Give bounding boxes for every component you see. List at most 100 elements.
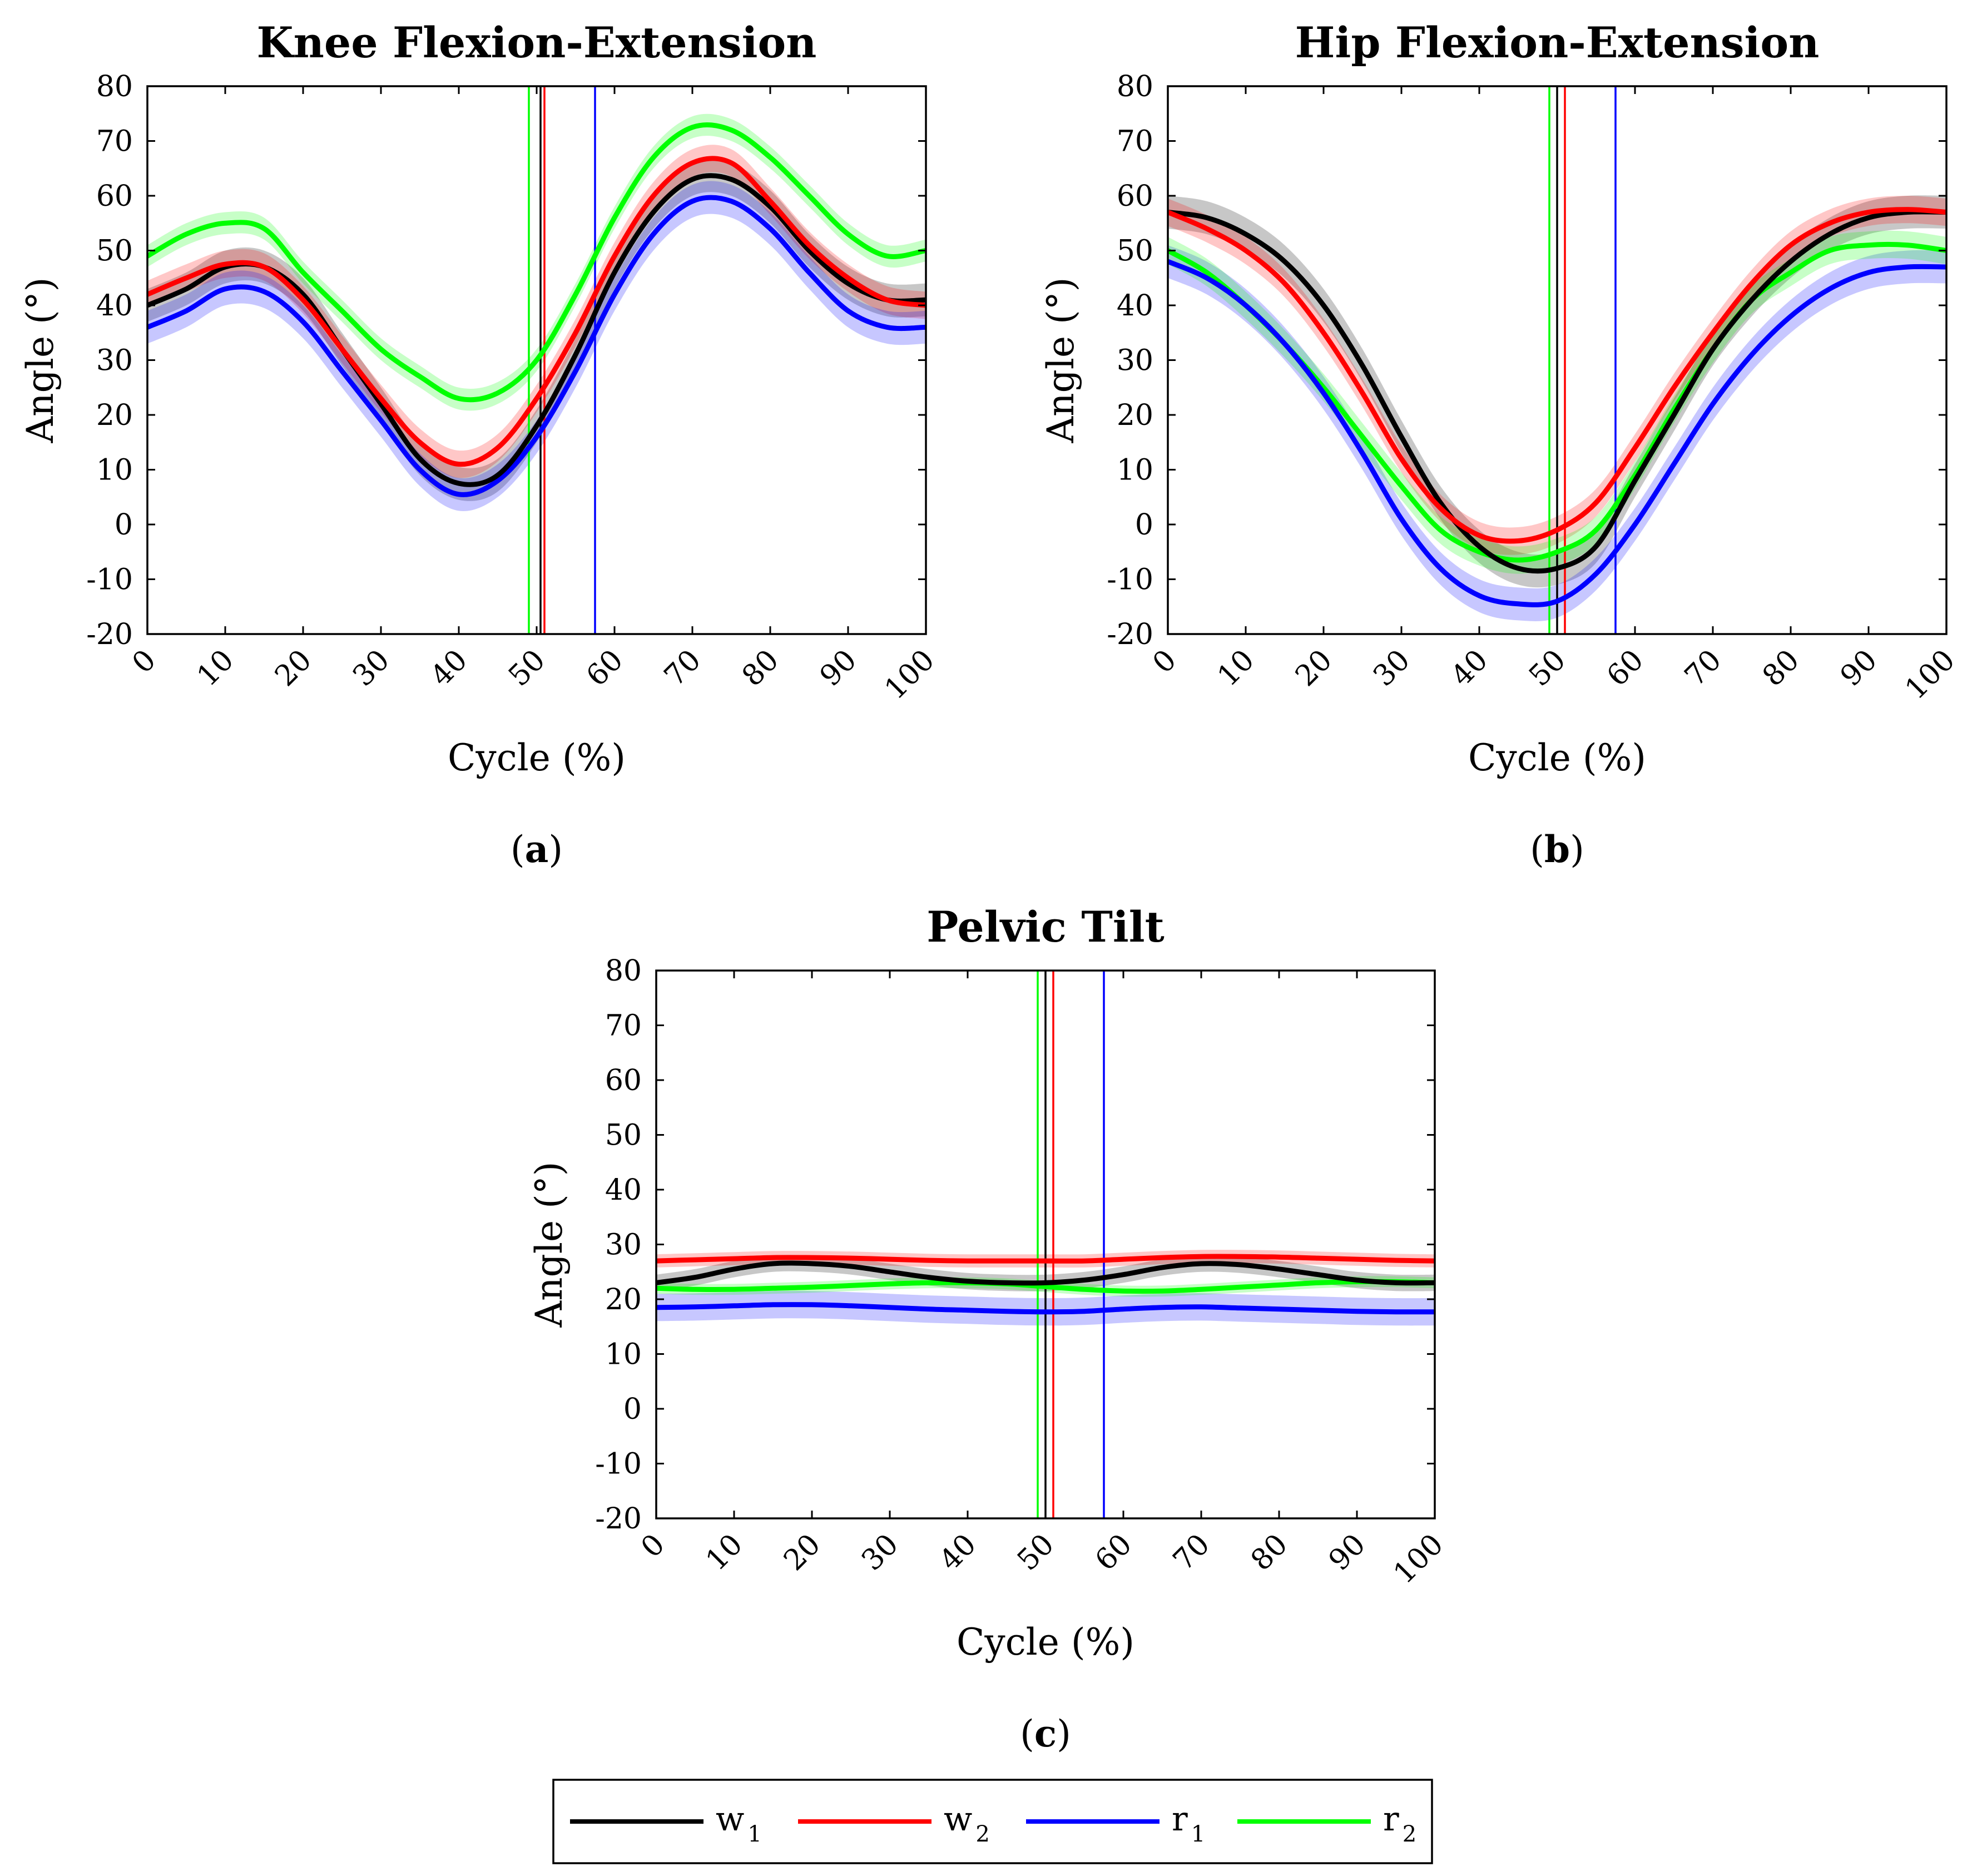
xtick-label: 30 — [855, 1528, 905, 1577]
panel-label-open: ( — [1020, 1712, 1034, 1755]
xtick-label: 40 — [424, 644, 474, 693]
ytick-label: -20 — [86, 618, 133, 651]
chart-title: Pelvic Tilt — [926, 902, 1165, 952]
ytick-label: 20 — [96, 399, 133, 432]
x-axis-label: Cycle (%) — [957, 1621, 1134, 1664]
ytick-label: -20 — [595, 1502, 642, 1536]
ytick-label: 0 — [1135, 508, 1153, 542]
panel-label-letter: a — [525, 828, 549, 871]
xtick-label: 10 — [191, 644, 240, 693]
ytick-label: 0 — [115, 508, 133, 542]
series-line-w1 — [147, 173, 926, 487]
xtick-label: 30 — [1367, 644, 1416, 693]
ytick-label: -10 — [595, 1448, 642, 1481]
ytick-label: 30 — [1117, 344, 1153, 378]
series-line-r2 — [656, 1279, 1435, 1294]
ytick-label: 60 — [96, 180, 133, 213]
ytick-label: 50 — [605, 1119, 642, 1152]
series-line-r1 — [1168, 259, 1946, 607]
xtick-label: 80 — [1756, 644, 1806, 693]
ytick-label: 60 — [1117, 180, 1153, 213]
ytick-label: 50 — [1117, 235, 1153, 268]
panel-b: Hip Flexion-Extension80706050403020100-1… — [1039, 18, 1961, 871]
ytick-label: 0 — [623, 1393, 642, 1426]
ytick-label: 20 — [1117, 399, 1153, 432]
panel-label-open: ( — [511, 828, 525, 871]
legend-label-sub: 2 — [1403, 1821, 1416, 1847]
panel-label-open: ( — [1530, 828, 1544, 871]
xtick-label: 30 — [346, 644, 396, 693]
xtick-label: 50 — [502, 644, 552, 693]
panel-label: (c) — [1020, 1712, 1071, 1755]
panel-label-letter: c — [1034, 1712, 1057, 1755]
xtick-label: 100 — [1388, 1528, 1450, 1591]
series-line-w1 — [656, 1260, 1435, 1286]
xtick-label: 60 — [1601, 644, 1650, 693]
x-axis-label: Cycle (%) — [448, 736, 626, 779]
series-line-r1 — [147, 195, 926, 497]
plot-area — [656, 971, 1435, 1518]
band-w2 — [147, 145, 926, 478]
xtick-label: 90 — [1834, 644, 1884, 693]
panel-label: (a) — [511, 828, 563, 871]
xtick-label: 50 — [1523, 644, 1572, 693]
xtick-label: 40 — [1445, 644, 1494, 693]
series-line-w1 — [1168, 209, 1946, 574]
ytick-label: 50 — [96, 235, 133, 268]
ytick-label: 70 — [605, 1009, 642, 1043]
ytick-label: 40 — [605, 1174, 642, 1207]
ytick-label: -10 — [1107, 563, 1153, 597]
panel-c: Pelvic Tilt 80 70 60 50 40 30 20 100 -10 -20 0 10 20 3… — [528, 902, 1450, 1755]
legend-label-sub: 1 — [747, 1821, 761, 1847]
ytick-label: 70 — [96, 125, 133, 159]
xtick-label: 40 — [933, 1528, 983, 1577]
ytick-label: 10 — [605, 1338, 642, 1372]
series-line-w2 — [147, 156, 926, 467]
panel-label-letter: b — [1544, 828, 1570, 871]
legend-label-base: w — [944, 1800, 972, 1839]
legend-label-sub: 1 — [1191, 1821, 1205, 1847]
panel-label-close: ) — [1570, 828, 1584, 871]
ytick-label: 30 — [96, 344, 133, 378]
plot-area — [1168, 86, 1946, 634]
xtick-label: 100 — [1899, 644, 1962, 706]
y-axis-label: Angle (°) — [1039, 277, 1082, 443]
band-r1 — [1168, 245, 1946, 621]
xtick-label: 60 — [580, 644, 630, 693]
ytick-label: 60 — [605, 1064, 642, 1097]
chart-title: Knee Flexion-Extension — [257, 18, 817, 67]
ytick-label: 10 — [96, 454, 133, 487]
band-w1 — [1168, 195, 1946, 588]
xtick-label: 80 — [1245, 1528, 1294, 1577]
series-line-w2 — [1168, 207, 1946, 544]
chart-title: Hip Flexion-Extension — [1295, 18, 1820, 67]
xtick-label: 10 — [700, 1528, 749, 1577]
ytick-label: 20 — [605, 1283, 642, 1316]
ytick-label: 40 — [96, 289, 133, 323]
band-r2 — [147, 113, 926, 411]
series-line-r2 — [147, 122, 926, 403]
legend-label-sub: 2 — [975, 1821, 989, 1847]
xtick-label: 20 — [1289, 644, 1339, 693]
band-r1 — [147, 181, 926, 511]
xtick-label: 50 — [1011, 1528, 1061, 1577]
panel-label-close: ) — [1057, 1712, 1071, 1755]
ytick-label: 80 — [96, 70, 133, 103]
xtick-label: 70 — [1678, 644, 1728, 693]
panel-label: (b) — [1530, 828, 1584, 871]
plot-area — [147, 86, 926, 634]
panel-label-close: ) — [548, 828, 563, 871]
ytick-label: 80 — [605, 954, 642, 988]
ytick-label: 80 — [1117, 70, 1153, 103]
ytick-label: -10 — [86, 563, 133, 597]
xtick-label: 20 — [269, 644, 318, 693]
ytick-label: 10 — [1117, 454, 1153, 487]
x-axis-label: Cycle (%) — [1468, 736, 1646, 779]
ytick-label: 70 — [1117, 125, 1153, 159]
